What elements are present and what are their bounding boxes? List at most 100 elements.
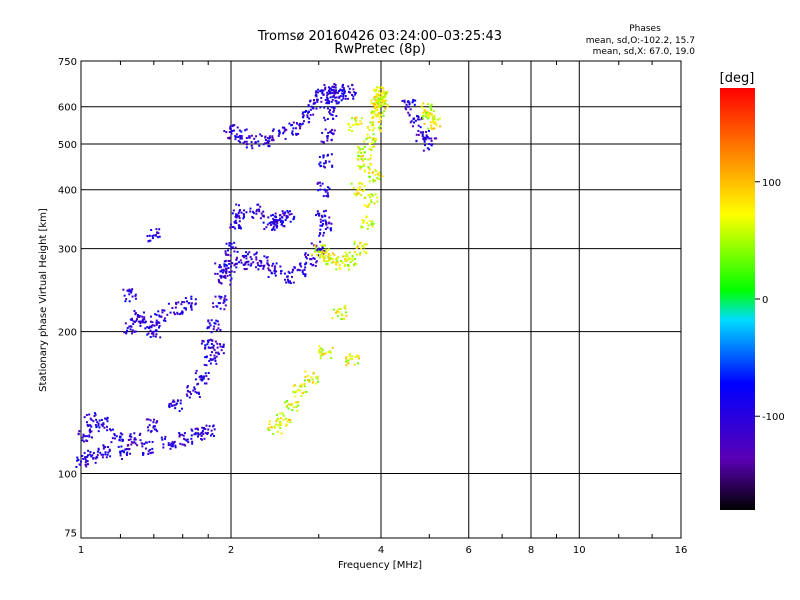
data-point (276, 219, 279, 222)
data-point (295, 406, 298, 409)
data-point (268, 135, 271, 138)
data-point (324, 88, 327, 91)
data-point (170, 445, 173, 448)
data-point (429, 106, 432, 109)
data-point (320, 251, 323, 254)
data-point (311, 378, 314, 381)
data-point (223, 263, 226, 266)
data-point (146, 235, 149, 238)
data-point (254, 266, 257, 269)
data-point (92, 452, 95, 455)
data-point (147, 453, 150, 456)
data-point (229, 244, 232, 247)
data-point (155, 228, 158, 231)
data-point (90, 455, 93, 458)
data-point (102, 444, 105, 447)
data-point (97, 447, 100, 450)
data-point (213, 428, 216, 431)
data-point (365, 216, 368, 219)
data-point (379, 120, 382, 123)
data-point (200, 379, 203, 382)
data-point (322, 257, 325, 260)
data-point (428, 116, 431, 119)
data-point (123, 331, 126, 334)
data-point (93, 412, 96, 415)
data-point (289, 418, 292, 421)
data-point (372, 222, 375, 225)
data-point (427, 127, 430, 130)
data-point (105, 418, 108, 421)
data-point (97, 424, 100, 427)
data-point (323, 352, 326, 355)
data-point (372, 180, 375, 183)
data-point (327, 86, 330, 89)
data-point (412, 99, 415, 102)
data-point (163, 317, 166, 320)
data-point (336, 315, 339, 318)
data-point (110, 441, 113, 444)
data-point (272, 128, 275, 131)
data-point (250, 144, 253, 147)
data-point (225, 242, 228, 245)
data-point (228, 130, 231, 133)
data-point (319, 233, 322, 236)
data-point (96, 450, 99, 453)
data-point (325, 263, 328, 266)
data-point (321, 352, 324, 355)
data-point (382, 87, 385, 90)
data-point (94, 457, 97, 460)
data-point (320, 96, 323, 99)
data-point (321, 219, 324, 222)
data-point (202, 375, 205, 378)
data-point (418, 118, 421, 121)
data-point (228, 262, 231, 265)
data-point (358, 192, 361, 195)
data-point (424, 115, 427, 118)
data-point (314, 244, 317, 247)
data-point (121, 433, 124, 436)
data-point (267, 428, 270, 431)
data-point (270, 139, 273, 142)
x-tick-label: 1 (78, 545, 84, 556)
data-point (290, 124, 293, 127)
data-point (239, 136, 242, 139)
data-point (273, 267, 276, 270)
data-point (221, 269, 224, 272)
data-point (206, 343, 209, 346)
data-point (292, 281, 295, 284)
data-point (238, 220, 241, 223)
data-point (158, 228, 161, 231)
data-point (368, 171, 371, 174)
data-point (126, 329, 129, 332)
data-point (316, 375, 319, 378)
data-point (244, 129, 247, 132)
data-point (264, 142, 267, 145)
data-point (200, 438, 203, 441)
data-point (326, 153, 329, 156)
data-point (340, 318, 343, 321)
data-point (325, 96, 328, 99)
data-point (431, 127, 434, 130)
data-point (186, 438, 189, 441)
data-point (159, 336, 162, 339)
data-point (320, 248, 323, 251)
data-point (344, 259, 347, 262)
data-point (330, 113, 333, 116)
data-point (175, 303, 178, 306)
data-point (275, 262, 278, 265)
data-point (306, 116, 309, 119)
data-point (147, 332, 150, 335)
data-point (95, 418, 98, 421)
data-point (211, 358, 214, 361)
data-point (371, 112, 374, 115)
data-point (297, 404, 300, 407)
data-point (216, 346, 219, 349)
data-point (188, 396, 191, 399)
data-point (318, 163, 321, 166)
data-point (176, 312, 179, 315)
data-point (264, 135, 267, 138)
data-point (213, 348, 216, 351)
data-point (322, 260, 325, 263)
data-point (243, 140, 246, 143)
data-point (284, 137, 287, 140)
